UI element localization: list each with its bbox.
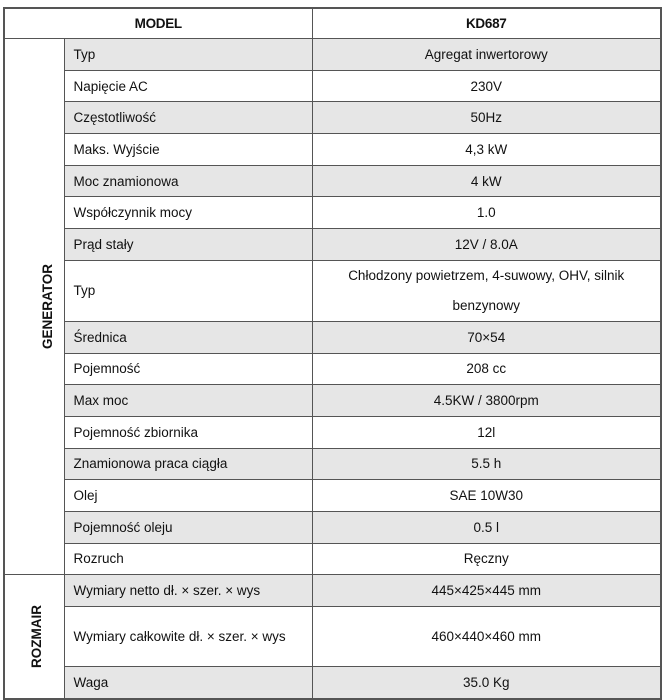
spec-label: Pojemność	[63, 352, 313, 386]
table-row: Moc znamionowa 4 kW	[4, 164, 662, 198]
section-label-cell: ROZMAIR	[3, 574, 65, 700]
header-row: MODEL KD687	[3, 7, 662, 39]
table-row: Pojemność oleju 0.5 l	[4, 510, 662, 544]
spec-value: 230V	[311, 69, 662, 103]
spec-value: Agregat inwertorowy	[311, 38, 662, 71]
table-row: Prąd stały 12V / 8.0A	[4, 228, 662, 261]
spec-value: 4,3 kW	[311, 133, 662, 166]
spec-table: MODEL KD687 GENERATOR Typ Agregat inwertor…	[3, 7, 662, 700]
table-row: GENERATOR Typ Agregat inwertorowy	[3, 37, 662, 576]
table-row: Znamionowa praca ciągła 5.5 h	[4, 447, 662, 481]
table-row: Rozruch Ręczny	[4, 542, 662, 576]
spec-label: Wymiary całkowite dł. × szer. × wys	[63, 606, 313, 667]
spec-value: 35.0 Kg	[311, 665, 662, 700]
spec-value: 4.5KW / 3800rpm	[311, 384, 662, 417]
model-header: MODEL	[3, 7, 313, 39]
table-row: Współczynnik mocy 1.0	[4, 196, 662, 230]
table-row: Pojemność zbiornika 12l	[4, 415, 662, 449]
table-row: Napięcie AC 230V	[4, 69, 662, 103]
table-row: Olej SAE 10W30	[4, 479, 662, 512]
table-row: Pojemność 208 cc	[4, 352, 662, 386]
spec-value: 460×440×460 mm	[311, 606, 662, 667]
spec-label: Częstotliwość	[63, 101, 313, 135]
table-row: Maks. Wyjście 4,3 kW	[4, 133, 662, 166]
spec-label: Znamionowa praca ciągła	[63, 447, 313, 481]
section-label: GENERATOR	[40, 264, 56, 350]
spec-label: Prąd stały	[63, 228, 313, 261]
spec-label: Pojemność oleju	[63, 510, 313, 544]
spec-value: 50Hz	[311, 101, 662, 135]
model-value: KD687	[311, 7, 662, 39]
spec-label: Typ	[63, 259, 313, 322]
table-row: Częstotliwość 50Hz	[4, 101, 662, 135]
spec-label: Napięcie AC	[63, 69, 313, 103]
spec-value: 208 cc	[311, 352, 662, 386]
spec-value: 1.0	[311, 196, 662, 230]
spec-value: Chłodzony powietrzem, 4-suwowy, OHV, sil…	[311, 259, 662, 322]
spec-value: 12V / 8.0A	[311, 228, 662, 261]
spec-label: Maks. Wyjście	[63, 133, 313, 166]
spec-label: Pojemność zbiornika	[63, 415, 313, 449]
spec-value: SAE 10W30	[311, 479, 662, 512]
table-row: ROZMAIR Wymiary netto dł. × szer. × wys 44…	[3, 574, 662, 700]
spec-label: Współczynnik mocy	[63, 196, 313, 230]
table-row: Średnica 70×54	[4, 320, 662, 354]
spec-value: Ręczny	[311, 542, 662, 576]
table-row: Typ Chłodzony powietrzem, 4-suwowy, OHV, …	[4, 259, 662, 322]
spec-value: 12l	[311, 415, 662, 449]
section-label: ROZMAIR	[29, 605, 44, 668]
spec-label: Olej	[63, 479, 313, 512]
spec-value: 5.5 h	[311, 447, 662, 481]
spec-label: Wymiary netto dł. × szer. × wys	[63, 574, 313, 607]
spec-label: Waga	[63, 665, 313, 700]
table-row: Waga 35.0 Kg	[4, 665, 662, 700]
spec-label: Rozruch	[63, 542, 313, 576]
table-row: Wymiary całkowite dł. × szer. × wys 460×4…	[4, 606, 662, 667]
spec-value: 70×54	[311, 320, 662, 354]
spec-value: 0.5 l	[311, 510, 662, 544]
spec-label: Typ	[63, 38, 313, 71]
spec-label: Max moc	[63, 384, 313, 417]
table-row: Max moc 4.5KW / 3800rpm	[4, 384, 662, 417]
spec-value: 445×425×445 mm	[311, 574, 662, 607]
spec-value: 4 kW	[311, 164, 662, 198]
section-label-cell: GENERATOR	[3, 37, 65, 576]
spec-label: Średnica	[63, 320, 313, 354]
spec-label: Moc znamionowa	[63, 164, 313, 198]
